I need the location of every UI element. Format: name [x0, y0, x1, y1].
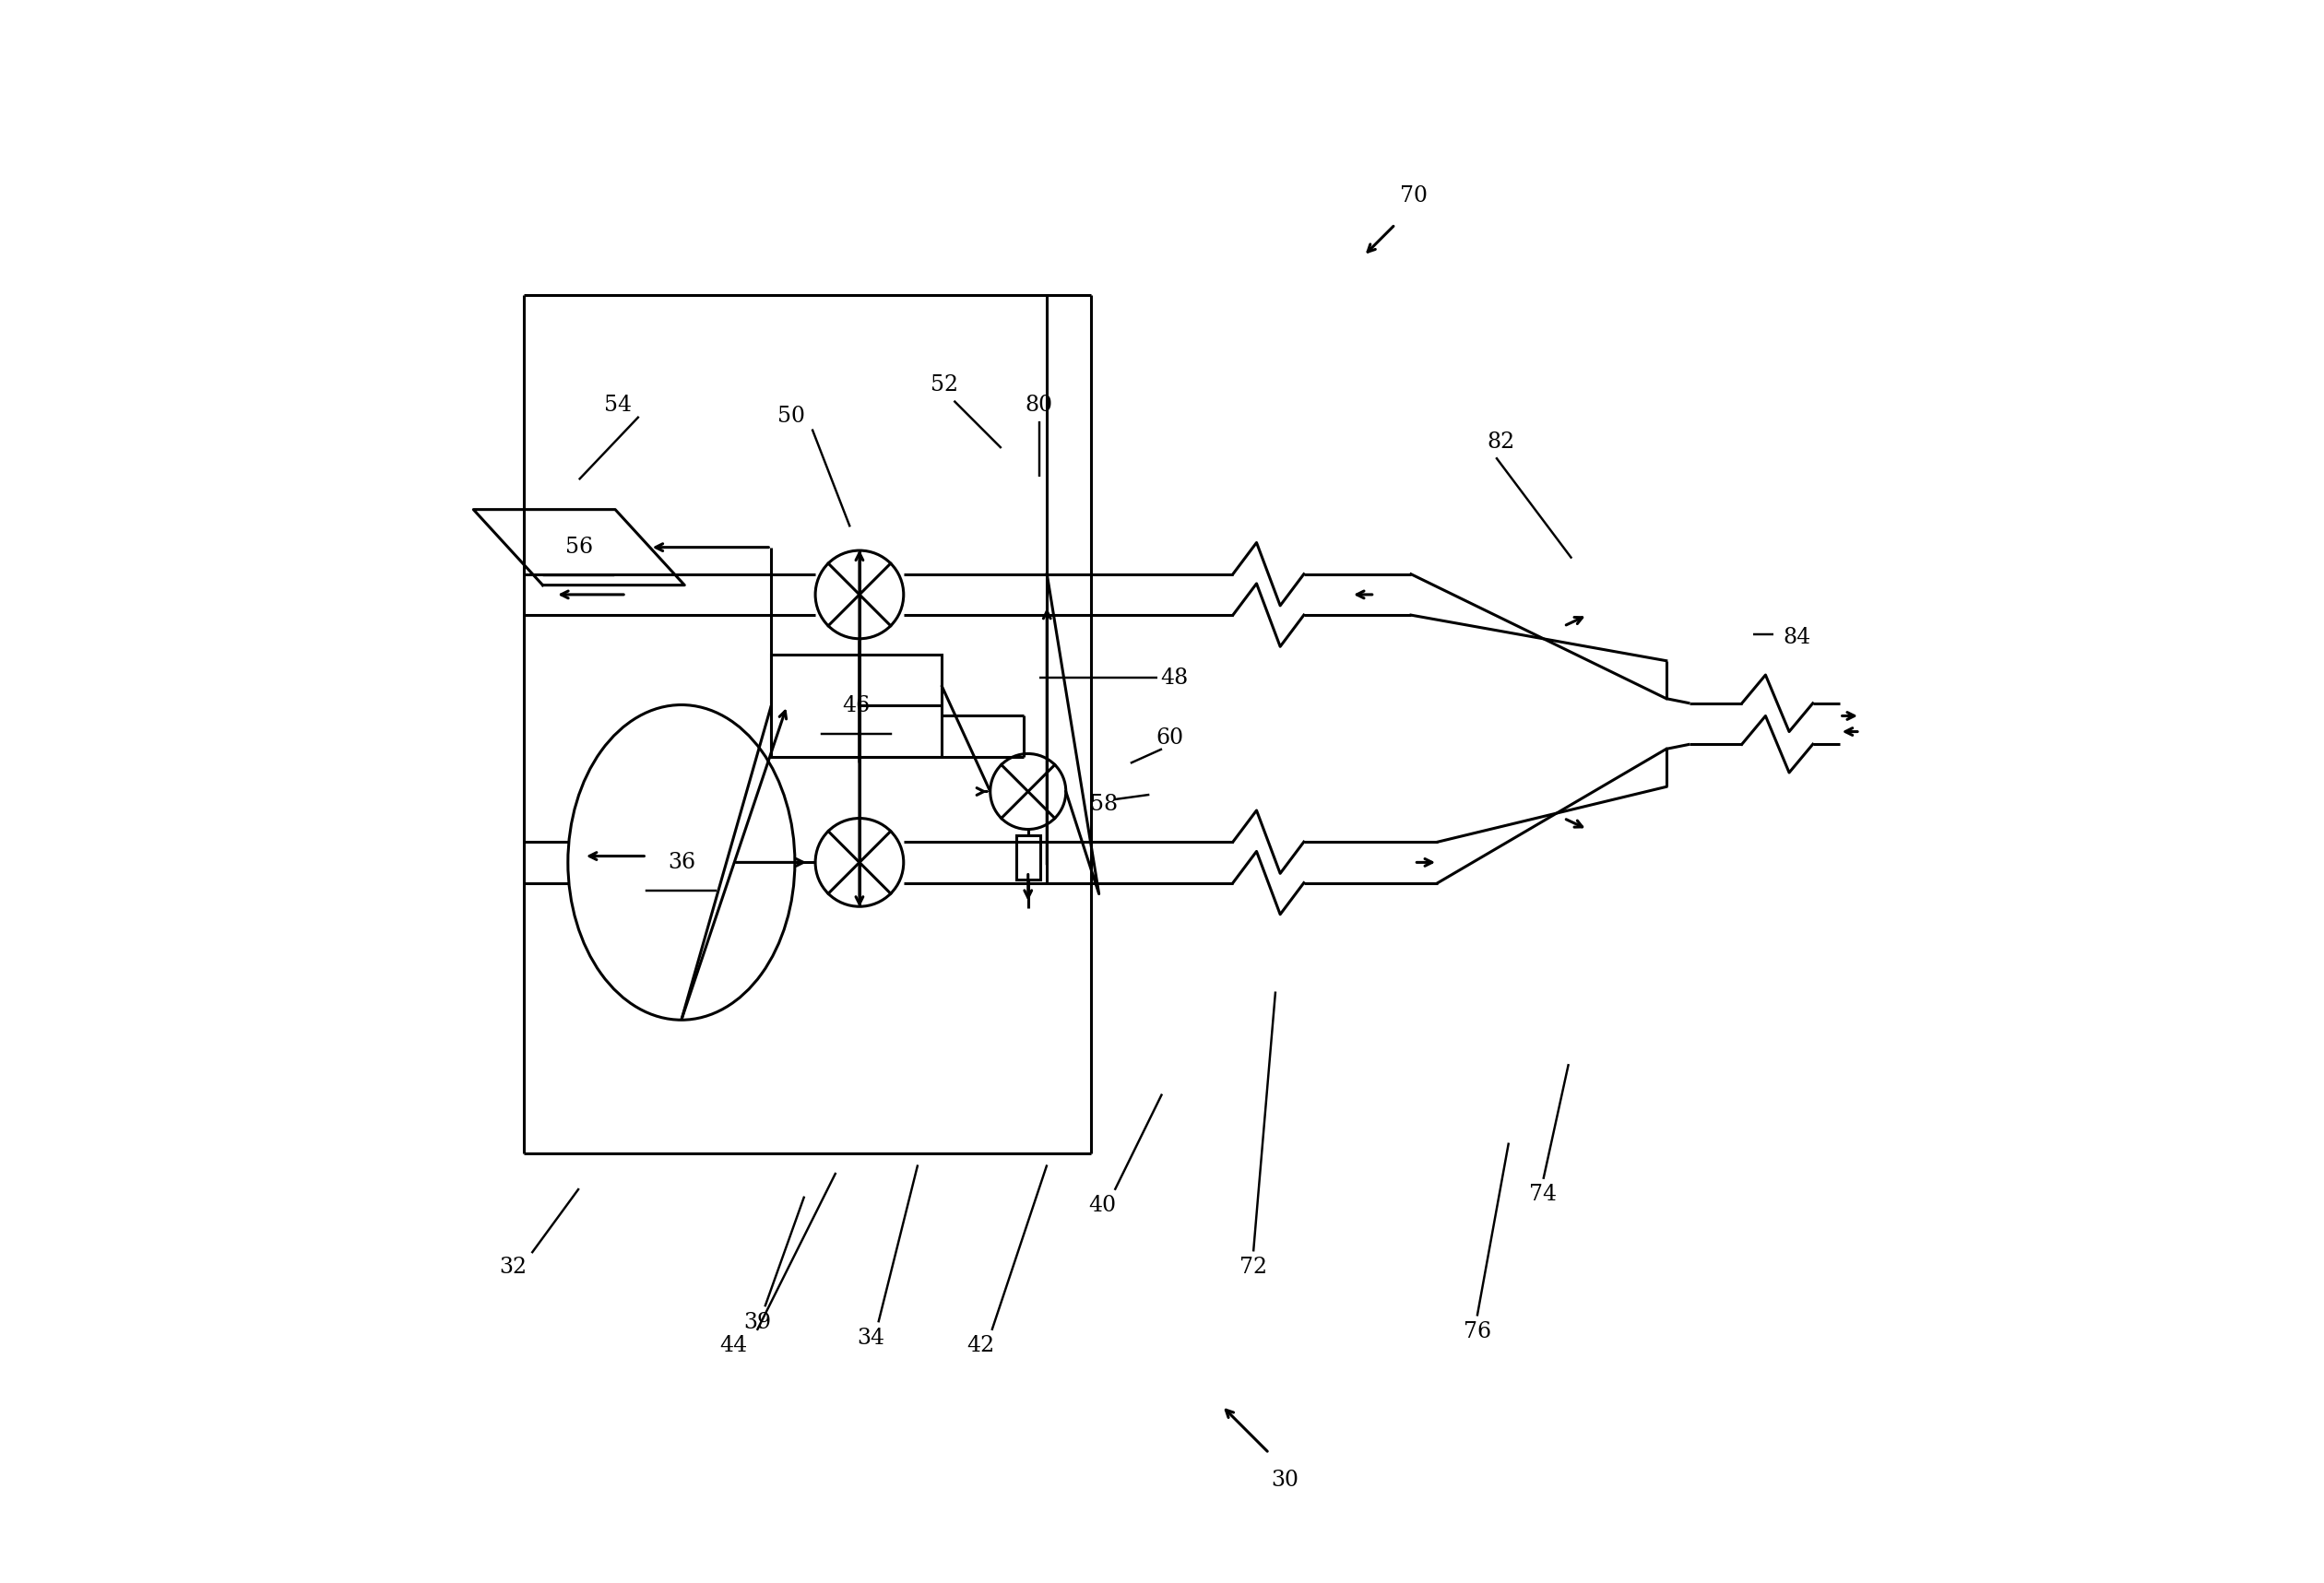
Text: 52: 52: [930, 375, 957, 396]
Text: 39: 39: [744, 1312, 772, 1333]
Text: 76: 76: [1464, 1322, 1492, 1342]
Bar: [1016, 836, 1039, 880]
Text: 84: 84: [1783, 627, 1810, 647]
Text: 82: 82: [1487, 431, 1515, 453]
Bar: [772, 654, 941, 757]
Text: 80: 80: [1025, 394, 1053, 416]
Text: 72: 72: [1239, 1257, 1267, 1277]
Text: 48: 48: [1160, 668, 1188, 689]
Text: 46: 46: [841, 695, 869, 716]
Text: 40: 40: [1088, 1195, 1116, 1216]
Text: 34: 34: [858, 1328, 885, 1349]
Text: 58: 58: [1090, 793, 1118, 815]
Text: 56: 56: [565, 537, 593, 557]
Text: 36: 36: [667, 852, 695, 872]
Text: 70: 70: [1401, 185, 1427, 207]
Text: 60: 60: [1155, 727, 1183, 749]
Text: 54: 54: [604, 394, 632, 416]
Text: 44: 44: [720, 1336, 748, 1357]
Text: 30: 30: [1271, 1469, 1299, 1491]
Text: 74: 74: [1529, 1184, 1557, 1205]
Text: 50: 50: [779, 405, 806, 427]
Text: 32: 32: [500, 1257, 528, 1277]
Text: 42: 42: [967, 1336, 995, 1357]
